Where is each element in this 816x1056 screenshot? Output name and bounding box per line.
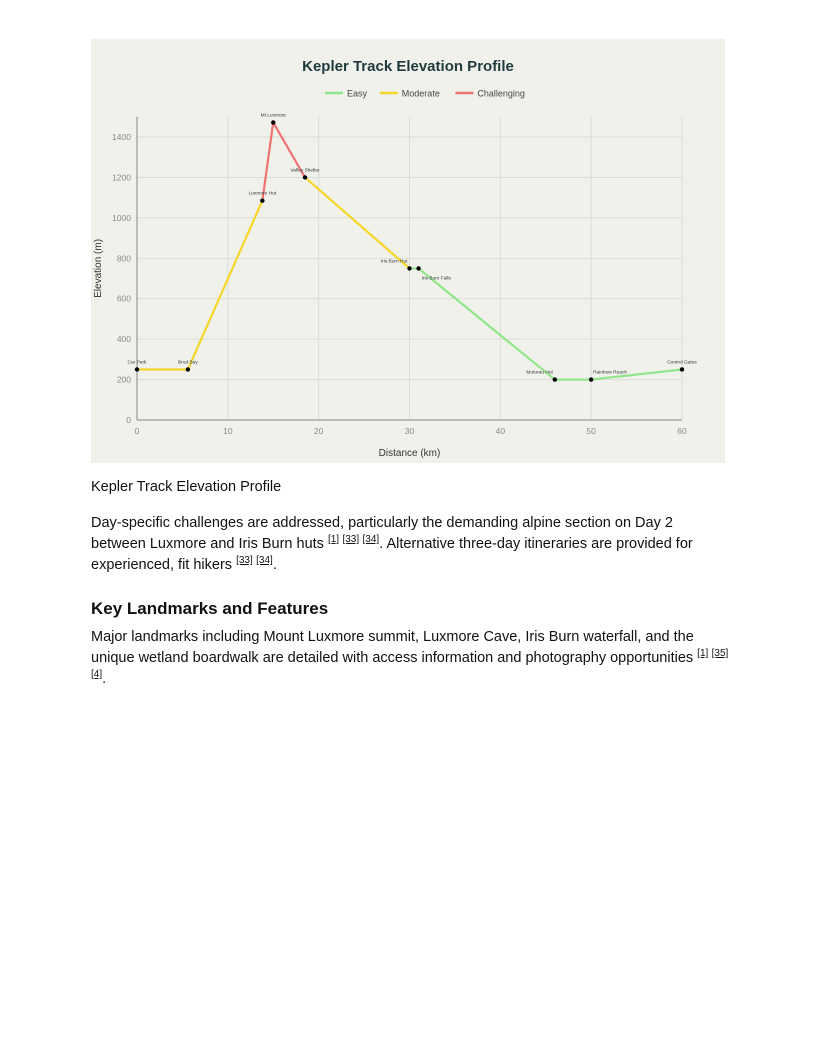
citation-link[interactable]: [33] [236, 555, 253, 567]
data-point [407, 266, 412, 271]
point-label: Car Park [128, 359, 148, 365]
x-tick-label: 0 [135, 426, 140, 436]
y-tick-label: 400 [117, 334, 131, 344]
citation-link[interactable]: [1] [697, 648, 709, 660]
y-tick-label: 1000 [112, 213, 131, 223]
point-label: Valley Shelter [290, 167, 320, 173]
section-heading: Key Landmarks and Features [91, 599, 329, 618]
data-point [416, 266, 421, 271]
text: Day-specific challenges are addressed, p… [91, 515, 673, 552]
y-tick-label: 200 [117, 375, 131, 385]
point-label: Mt Luxmore [261, 113, 287, 119]
x-tick-label: 60 [677, 426, 687, 436]
legend-label-moderate: Moderate [402, 89, 440, 99]
segment-challenging [272, 121, 307, 179]
citation-link[interactable]: [34] [362, 534, 380, 546]
citation-link[interactable]: [4] [91, 669, 103, 681]
segment-moderate [303, 176, 411, 270]
x-tick-label: 10 [223, 426, 233, 436]
paragraph-landmarks: Major landmarks including Mount Luxmore … [91, 627, 731, 690]
y-tick-label: 1200 [112, 172, 131, 182]
point-label: Luxmore Hut [249, 191, 277, 197]
point-label: Rainbow Reach [593, 370, 627, 376]
data-point [260, 198, 265, 203]
paragraph-day-challenges: Day-specific challenges are addressed, p… [91, 513, 731, 576]
y-axis-label: Elevation (m) [93, 239, 104, 298]
data-point [134, 367, 140, 372]
segment-easy [590, 368, 684, 381]
chart-title: Kepler Track Elevation Profile [302, 58, 514, 75]
point-label: Control Gates [667, 359, 697, 365]
x-tick-label: 20 [314, 426, 324, 436]
text: . Alternative three-day itineraries are … [91, 536, 693, 573]
x-tick-label: 40 [496, 426, 506, 436]
citation-link[interactable]: [33] [342, 534, 360, 546]
x-tick-label: 30 [405, 426, 415, 436]
x-tick-label: 50 [586, 426, 596, 436]
segment-moderate [186, 199, 264, 371]
data-point [552, 377, 558, 382]
data-point [302, 175, 308, 180]
data-point [271, 120, 276, 125]
y-tick-label: 800 [117, 253, 131, 263]
legend-label-easy: Easy [347, 89, 368, 99]
data-point [679, 367, 685, 372]
point-label: Brod Bay [178, 359, 198, 365]
citation-link[interactable]: [35] [711, 648, 729, 660]
point-label: Iris Burn Falls [422, 275, 452, 281]
text: . [272, 557, 277, 573]
elevation-chart: Kepler Track Elevation Profile Easy Modera… [91, 39, 725, 463]
text: . [102, 671, 107, 687]
segment-easy [417, 267, 556, 381]
y-tick-label: 1400 [112, 132, 131, 142]
legend-label-challenging: Challenging [477, 89, 525, 99]
chart-svg: Kepler Track Elevation Profile Easy Modera… [93, 58, 697, 459]
segment-challenging [261, 121, 275, 202]
data-point [588, 377, 594, 382]
y-tick-label: 600 [117, 294, 131, 304]
y-tick-label: 0 [126, 415, 131, 425]
x-axis-label: Distance (km) [379, 448, 441, 459]
point-label: Moturau Hut [526, 370, 553, 376]
text: Major landmarks including Mount Luxmore … [91, 629, 698, 666]
citation-link[interactable]: [1] [327, 534, 340, 546]
data-point [185, 367, 191, 372]
figure-caption: Kepler Track Elevation Profile [91, 479, 282, 495]
point-label: Iris Burn Hut [381, 258, 408, 264]
citation-link[interactable]: [34] [256, 555, 273, 567]
